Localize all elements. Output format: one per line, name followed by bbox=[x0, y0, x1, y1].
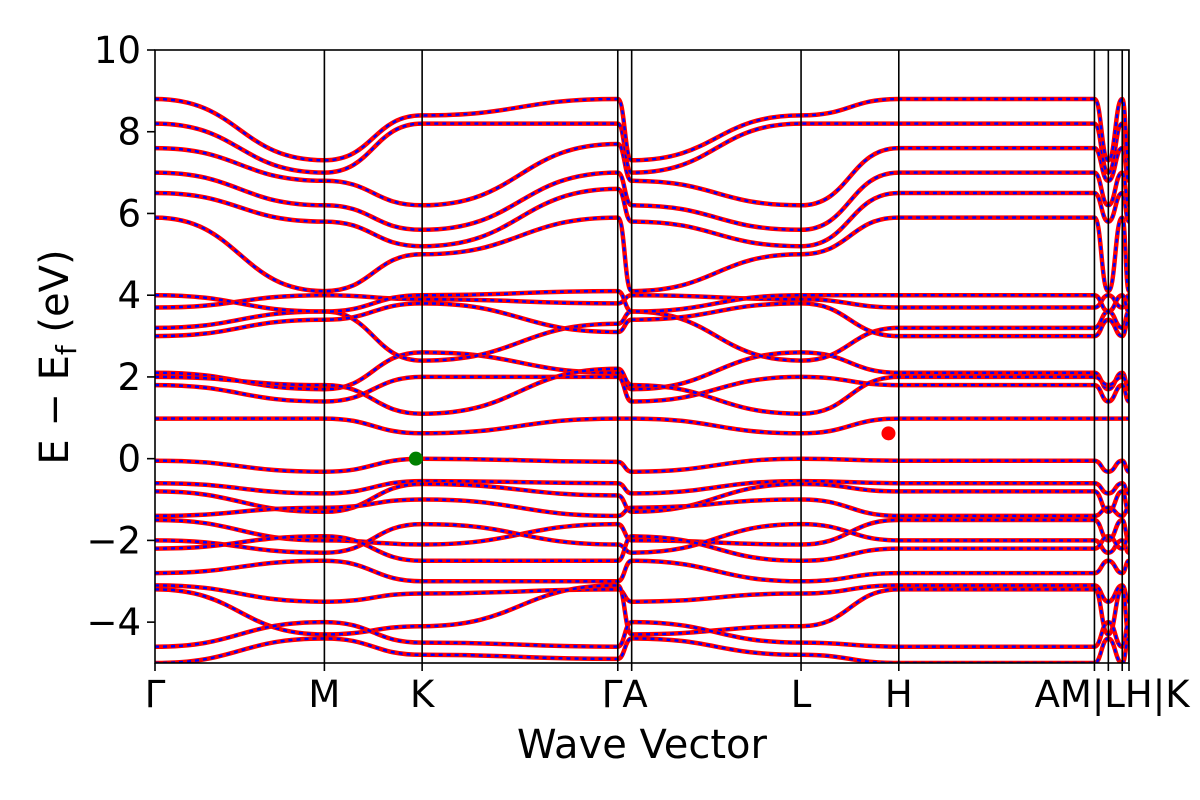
y-axis-label: E − Ef (eV) bbox=[32, 249, 83, 464]
band-line-dashed bbox=[155, 122, 1129, 174]
band-line-dashed bbox=[155, 142, 1129, 207]
y-tick-label: 8 bbox=[117, 111, 141, 154]
y-tick-label: 0 bbox=[117, 438, 141, 481]
band-line-solid bbox=[155, 534, 1129, 564]
band-extremum-marker bbox=[408, 451, 423, 466]
band-line-dashed bbox=[155, 171, 1129, 232]
band-line-solid bbox=[155, 583, 1129, 604]
x-tick-label: H bbox=[885, 673, 913, 716]
band-line-dashed bbox=[155, 498, 1129, 518]
x-tick-label: Γ bbox=[145, 673, 166, 716]
band-line-solid bbox=[155, 558, 1129, 584]
band-line-dashed bbox=[155, 216, 1129, 293]
band-line-solid bbox=[155, 186, 1129, 249]
y-axis-ticks: −4 −2 0 2 4 6 8 10 bbox=[86, 29, 155, 644]
x-tick-label: AM|LH|K bbox=[1035, 673, 1192, 716]
band-line-dashed bbox=[155, 289, 1129, 313]
y-tick-label: −2 bbox=[86, 519, 141, 562]
band-line-dashed bbox=[155, 482, 1129, 514]
x-axis-ticks: Γ M K ΓA L H AM|LH|K bbox=[145, 663, 1192, 716]
x-tick-label: M bbox=[308, 673, 340, 716]
band-line-dashed bbox=[155, 351, 1129, 391]
x-tick-label: K bbox=[410, 673, 436, 716]
band-line-dashed bbox=[155, 522, 1129, 554]
x-tick-label: L bbox=[791, 673, 812, 716]
band-line-dashed bbox=[155, 479, 1129, 495]
band-line-dashed bbox=[155, 293, 1129, 309]
y-tick-label: 6 bbox=[117, 192, 141, 235]
band-line-dashed bbox=[155, 637, 1129, 663]
band-line-dashed bbox=[155, 417, 1129, 435]
band-line-dashed bbox=[155, 310, 1129, 362]
band-line-dashed bbox=[155, 367, 1129, 415]
y-tick-label: 2 bbox=[117, 356, 141, 399]
x-axis-label: Wave Vector bbox=[517, 722, 768, 768]
high-symmetry-lines bbox=[323, 50, 1129, 663]
band-line-dashed bbox=[155, 375, 1129, 403]
extremum-markers bbox=[408, 426, 896, 466]
band-line-dashed bbox=[155, 620, 1129, 648]
y-tick-label: 10 bbox=[94, 29, 141, 72]
y-tick-label: 4 bbox=[117, 274, 141, 317]
band-extremum-marker bbox=[881, 426, 896, 441]
band-line-dashed bbox=[155, 302, 1129, 338]
x-tick-label: ΓA bbox=[602, 673, 648, 716]
y-tick-label: −4 bbox=[86, 601, 141, 644]
band-line-dashed bbox=[155, 457, 1129, 473]
bands-layer bbox=[155, 96, 1129, 663]
plot-frame bbox=[154, 49, 1130, 664]
